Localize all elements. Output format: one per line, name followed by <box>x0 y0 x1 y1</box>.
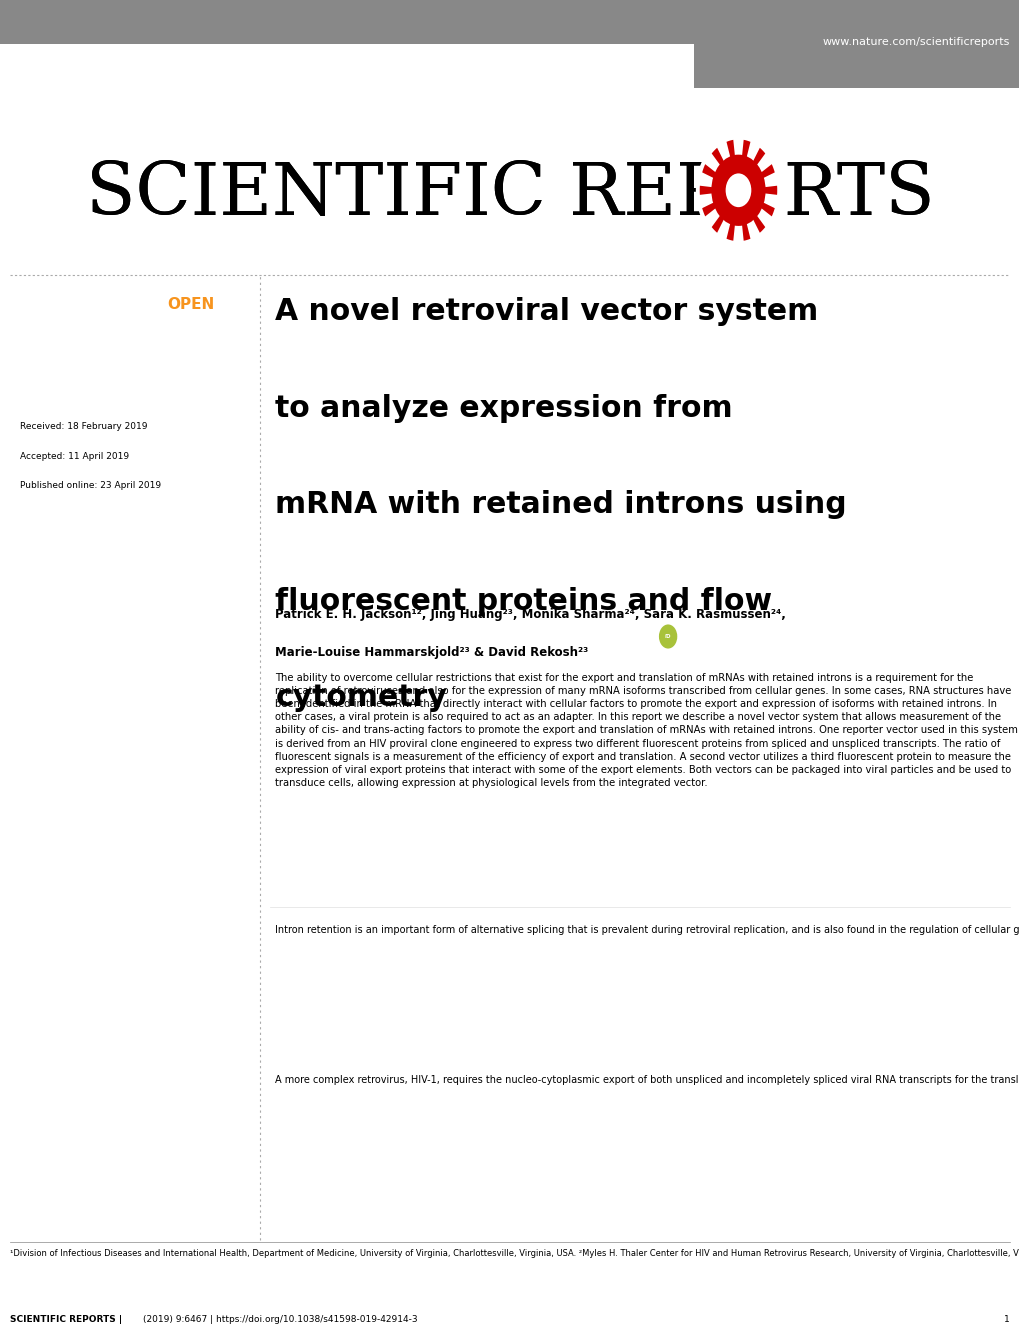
Text: A more complex retrovirus, HIV-1, requires the nucleo-cytoplasmic export of both: A more complex retrovirus, HIV-1, requir… <box>275 1075 1019 1084</box>
Circle shape <box>725 173 751 208</box>
Text: (2019) 9:6467 | https://doi.org/10.1038/s41598-019-42914-3: (2019) 9:6467 | https://doi.org/10.1038/… <box>143 1315 417 1324</box>
Text: ¹Division of Infectious Diseases and International Health, Department of Medicin: ¹Division of Infectious Diseases and Int… <box>10 1249 1019 1258</box>
Wedge shape <box>702 165 713 177</box>
Wedge shape <box>711 149 721 163</box>
Circle shape <box>695 134 781 247</box>
Wedge shape <box>726 139 736 169</box>
Wedge shape <box>701 198 723 216</box>
Wedge shape <box>727 139 734 154</box>
Wedge shape <box>701 165 723 182</box>
Text: SCIENTIFIC REPORTS: SCIENTIFIC REPORTS <box>86 159 933 229</box>
Text: The ability to overcome cellular restrictions that exist for the export and tran: The ability to overcome cellular restric… <box>275 673 1017 788</box>
Wedge shape <box>766 186 776 194</box>
Text: Patrick E. H. Jackson¹², Jing Huang²³, Monika Sharma²⁴, Sara K. Rasmussen²⁴,: Patrick E. H. Jackson¹², Jing Huang²³, M… <box>275 608 786 622</box>
Text: A novel retroviral vector system: A novel retroviral vector system <box>275 297 818 327</box>
Wedge shape <box>747 147 764 174</box>
Wedge shape <box>711 147 729 174</box>
Text: Intron retention is an important form of alternative splicing that is prevalent : Intron retention is an important form of… <box>275 925 1019 934</box>
Text: to analyze expression from: to analyze expression from <box>275 394 733 423</box>
Wedge shape <box>762 204 773 216</box>
Wedge shape <box>755 186 776 194</box>
Text: Published online: 23 April 2019: Published online: 23 April 2019 <box>20 481 161 490</box>
Text: SCIENTIFIC REPORTS: SCIENTIFIC REPORTS <box>86 159 933 229</box>
Wedge shape <box>699 186 720 194</box>
Text: SCIENTIFIC REPORTS |: SCIENTIFIC REPORTS | <box>10 1315 122 1324</box>
Wedge shape <box>752 198 774 216</box>
Wedge shape <box>711 206 729 233</box>
Wedge shape <box>754 217 764 232</box>
Text: iD: iD <box>664 634 671 639</box>
Text: 1: 1 <box>1003 1315 1009 1324</box>
Wedge shape <box>727 226 734 241</box>
Text: OPEN: OPEN <box>167 297 214 312</box>
Circle shape <box>658 624 677 649</box>
Wedge shape <box>762 165 773 177</box>
Circle shape <box>704 146 771 234</box>
Text: www.nature.com/scientificreports: www.nature.com/scientificreports <box>821 38 1009 47</box>
Text: cytometry: cytometry <box>275 683 446 713</box>
FancyBboxPatch shape <box>0 0 1019 44</box>
Text: Accepted: 11 April 2019: Accepted: 11 April 2019 <box>20 452 129 461</box>
Text: Marie-Louise Hammarskjold²³ & David Rekosh²³: Marie-Louise Hammarskjold²³ & David Reko… <box>275 646 588 659</box>
Wedge shape <box>740 139 750 169</box>
Circle shape <box>710 154 765 226</box>
Text: fluorescent proteins and flow: fluorescent proteins and flow <box>275 587 771 616</box>
Wedge shape <box>711 217 721 232</box>
Text: Received: 18 February 2019: Received: 18 February 2019 <box>20 422 148 431</box>
Wedge shape <box>702 204 713 216</box>
Wedge shape <box>740 212 750 241</box>
Wedge shape <box>742 226 749 241</box>
Circle shape <box>725 173 751 208</box>
Text: mRNA with retained introns using: mRNA with retained introns using <box>275 490 846 520</box>
Wedge shape <box>752 165 774 182</box>
Wedge shape <box>726 212 736 241</box>
Wedge shape <box>699 186 709 194</box>
Wedge shape <box>747 206 764 233</box>
Wedge shape <box>754 149 764 163</box>
Wedge shape <box>742 139 749 154</box>
FancyBboxPatch shape <box>693 0 1019 88</box>
